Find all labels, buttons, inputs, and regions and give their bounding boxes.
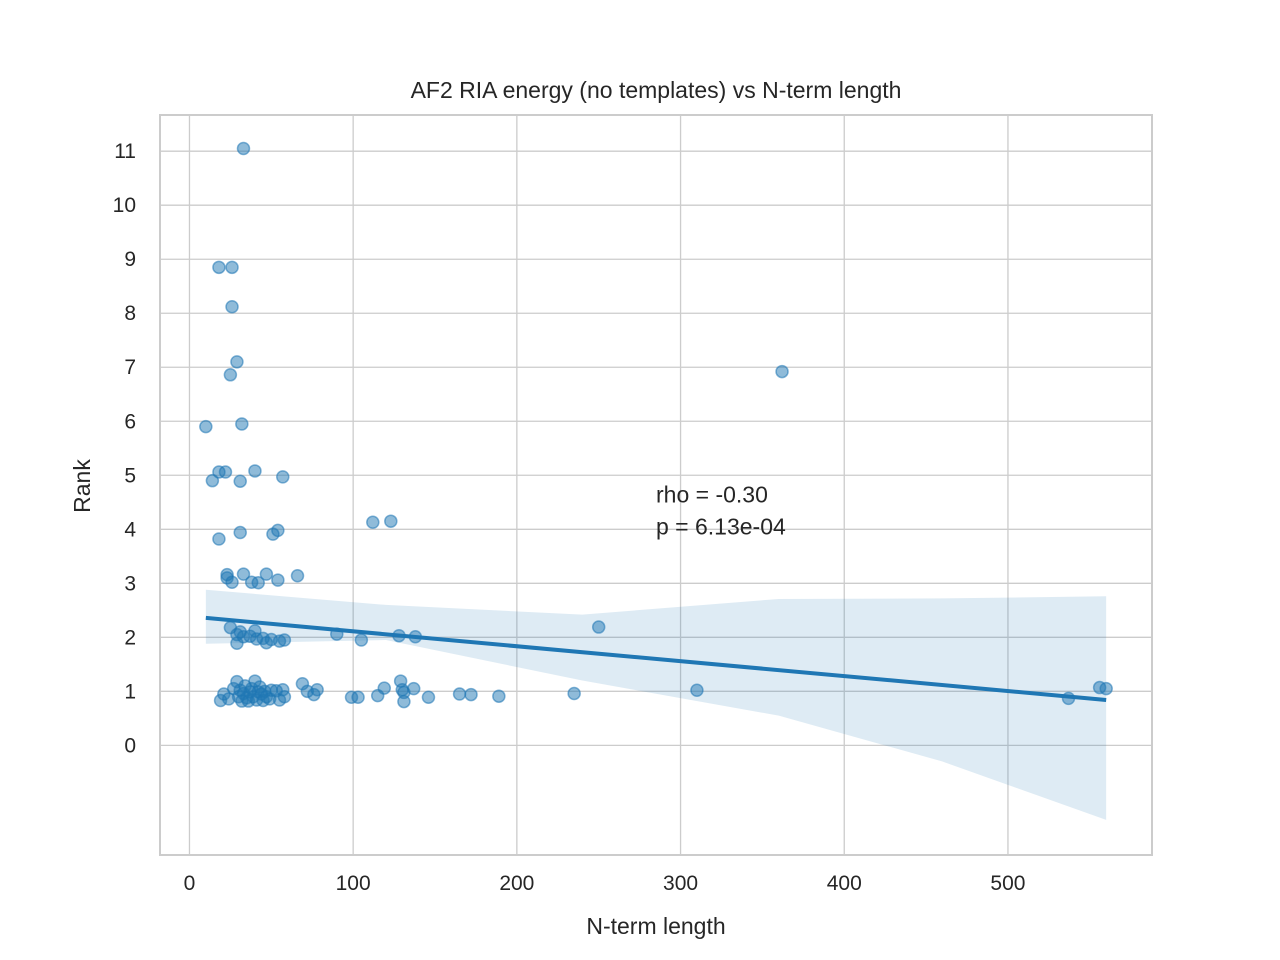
y-tick-label: 2 [124,626,136,649]
grid-lines [160,115,1152,855]
confidence-band-layer [205,589,1107,820]
scatter-points [199,141,1113,709]
x-axis-label: N-term length [586,913,725,939]
y-tick-label: 11 [114,140,136,163]
y-axis-label: Rank [69,459,95,513]
data-point [464,687,478,702]
data-point [230,355,244,369]
data-point [567,686,581,701]
data-point [225,260,239,275]
x-tick-label: 100 [336,872,371,895]
chart-title: AF2 RIA energy (no templates) vs N-term … [411,77,902,103]
y-tick-label: 1 [124,680,136,703]
data-point [235,417,249,431]
data-point [277,689,292,704]
data-point [1099,681,1113,696]
data-point [212,532,226,546]
x-tick-label: 400 [827,872,862,895]
data-point [233,525,247,540]
data-point [199,419,213,434]
x-tick-label: 0 [184,872,196,895]
p-value-annotation: p = 6.13e-04 [656,513,786,539]
rho-annotation: rho = -0.30 [656,481,768,507]
y-tick-label: 9 [124,248,136,271]
x-tick-label: 500 [990,872,1025,895]
data-point [259,567,274,581]
data-point [690,683,704,698]
data-point [591,620,606,634]
y-tick-label: 0 [124,734,136,757]
regression-line [205,615,1107,702]
data-point [492,689,506,703]
y-tick-label: 5 [124,464,136,487]
data-point [775,364,789,379]
x-tick-label: 200 [499,872,534,895]
data-point [277,633,292,647]
data-point [290,568,305,583]
data-point [251,576,265,590]
data-point [452,687,467,701]
x-tick-label: 300 [663,872,698,895]
data-point [421,690,436,705]
data-point [205,473,220,488]
data-point [271,523,285,538]
data-point [248,464,262,478]
data-point [384,514,398,528]
data-point [351,690,365,705]
data-point [223,368,238,382]
stats-annotation: rho = -0.30 p = 6.13e-04 [656,481,786,539]
data-point [225,575,239,589]
data-point [271,573,285,587]
data-point [310,682,324,697]
y-tick-label: 7 [124,356,136,379]
data-point [225,300,239,314]
plot-frame [159,114,1153,856]
y-tick-label: 8 [124,302,136,325]
y-tick-label: 4 [124,518,136,541]
data-point [236,141,251,156]
data-point [233,474,247,488]
regression-layer [205,615,1107,702]
tick-labels: 0 100 200 300 400 500 0 1 2 3 4 5 6 7 8 9 10 11 [113,140,1026,895]
data-point [212,260,226,275]
data-point [366,515,380,530]
confidence-band [205,589,1107,820]
data-point [218,465,233,479]
y-tick-label: 6 [124,410,136,433]
data-point [354,633,369,647]
data-point [236,567,251,581]
data-point [276,470,290,484]
data-point [406,681,421,696]
data-point [377,681,392,695]
y-tick-label: 3 [124,572,136,595]
y-tick-label: 10 [113,194,136,217]
